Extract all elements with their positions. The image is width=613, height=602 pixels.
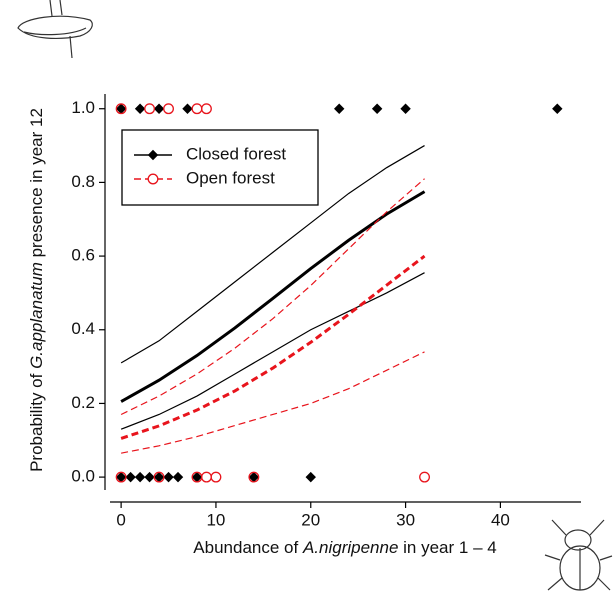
x-axis-label-part: in year 1 – 4 (398, 538, 496, 557)
point (192, 104, 202, 114)
x-axis-label-part: A.nigripenne (302, 538, 398, 557)
y-axis-label-part: G.applanatum (27, 262, 46, 369)
point (202, 104, 212, 114)
y-tick-label: 0.6 (71, 246, 95, 265)
x-tick-label: 30 (396, 510, 415, 529)
y-axis-label-part: Probability of (27, 369, 46, 472)
point (183, 104, 192, 113)
y-tick-label: 0.8 (71, 172, 95, 191)
legend-label: Closed forest (186, 144, 286, 163)
point (164, 104, 174, 114)
legend-label: Open forest (186, 168, 275, 187)
beetle-icon (545, 520, 612, 590)
fungus-icon (18, 0, 92, 58)
point (202, 472, 212, 482)
point (420, 472, 430, 482)
point (145, 104, 155, 114)
ci-line (121, 273, 424, 430)
point (145, 473, 154, 482)
point (174, 473, 183, 482)
x-tick-label: 40 (491, 510, 510, 529)
y-axis-label-part: presence in year 12 (27, 108, 46, 262)
point (401, 104, 410, 113)
point (553, 104, 562, 113)
x-tick-label: 10 (206, 510, 225, 529)
y-tick-label: 1.0 (71, 98, 95, 117)
legend-marker (148, 174, 158, 184)
point (136, 473, 145, 482)
point (136, 104, 145, 113)
chart: Probability of G.applanatum presence in … (0, 0, 613, 597)
y-tick-label: 0.2 (71, 393, 95, 412)
y-axis-label: Probability of G.applanatum presence in … (27, 108, 46, 472)
x-tick-label: 0 (116, 510, 125, 529)
x-axis-label: Abundance of A.nigripenne in year 1 – 4 (193, 538, 496, 557)
point (306, 473, 315, 482)
point (155, 104, 164, 113)
x-axis-label-part: Abundance of (193, 538, 303, 557)
point (164, 473, 173, 482)
point (126, 473, 135, 482)
point (373, 104, 382, 113)
y-tick-label: 0.0 (71, 467, 95, 486)
x-tick-label: 20 (301, 510, 320, 529)
point (335, 104, 344, 113)
y-tick-label: 0.4 (71, 319, 95, 338)
point (211, 472, 221, 482)
